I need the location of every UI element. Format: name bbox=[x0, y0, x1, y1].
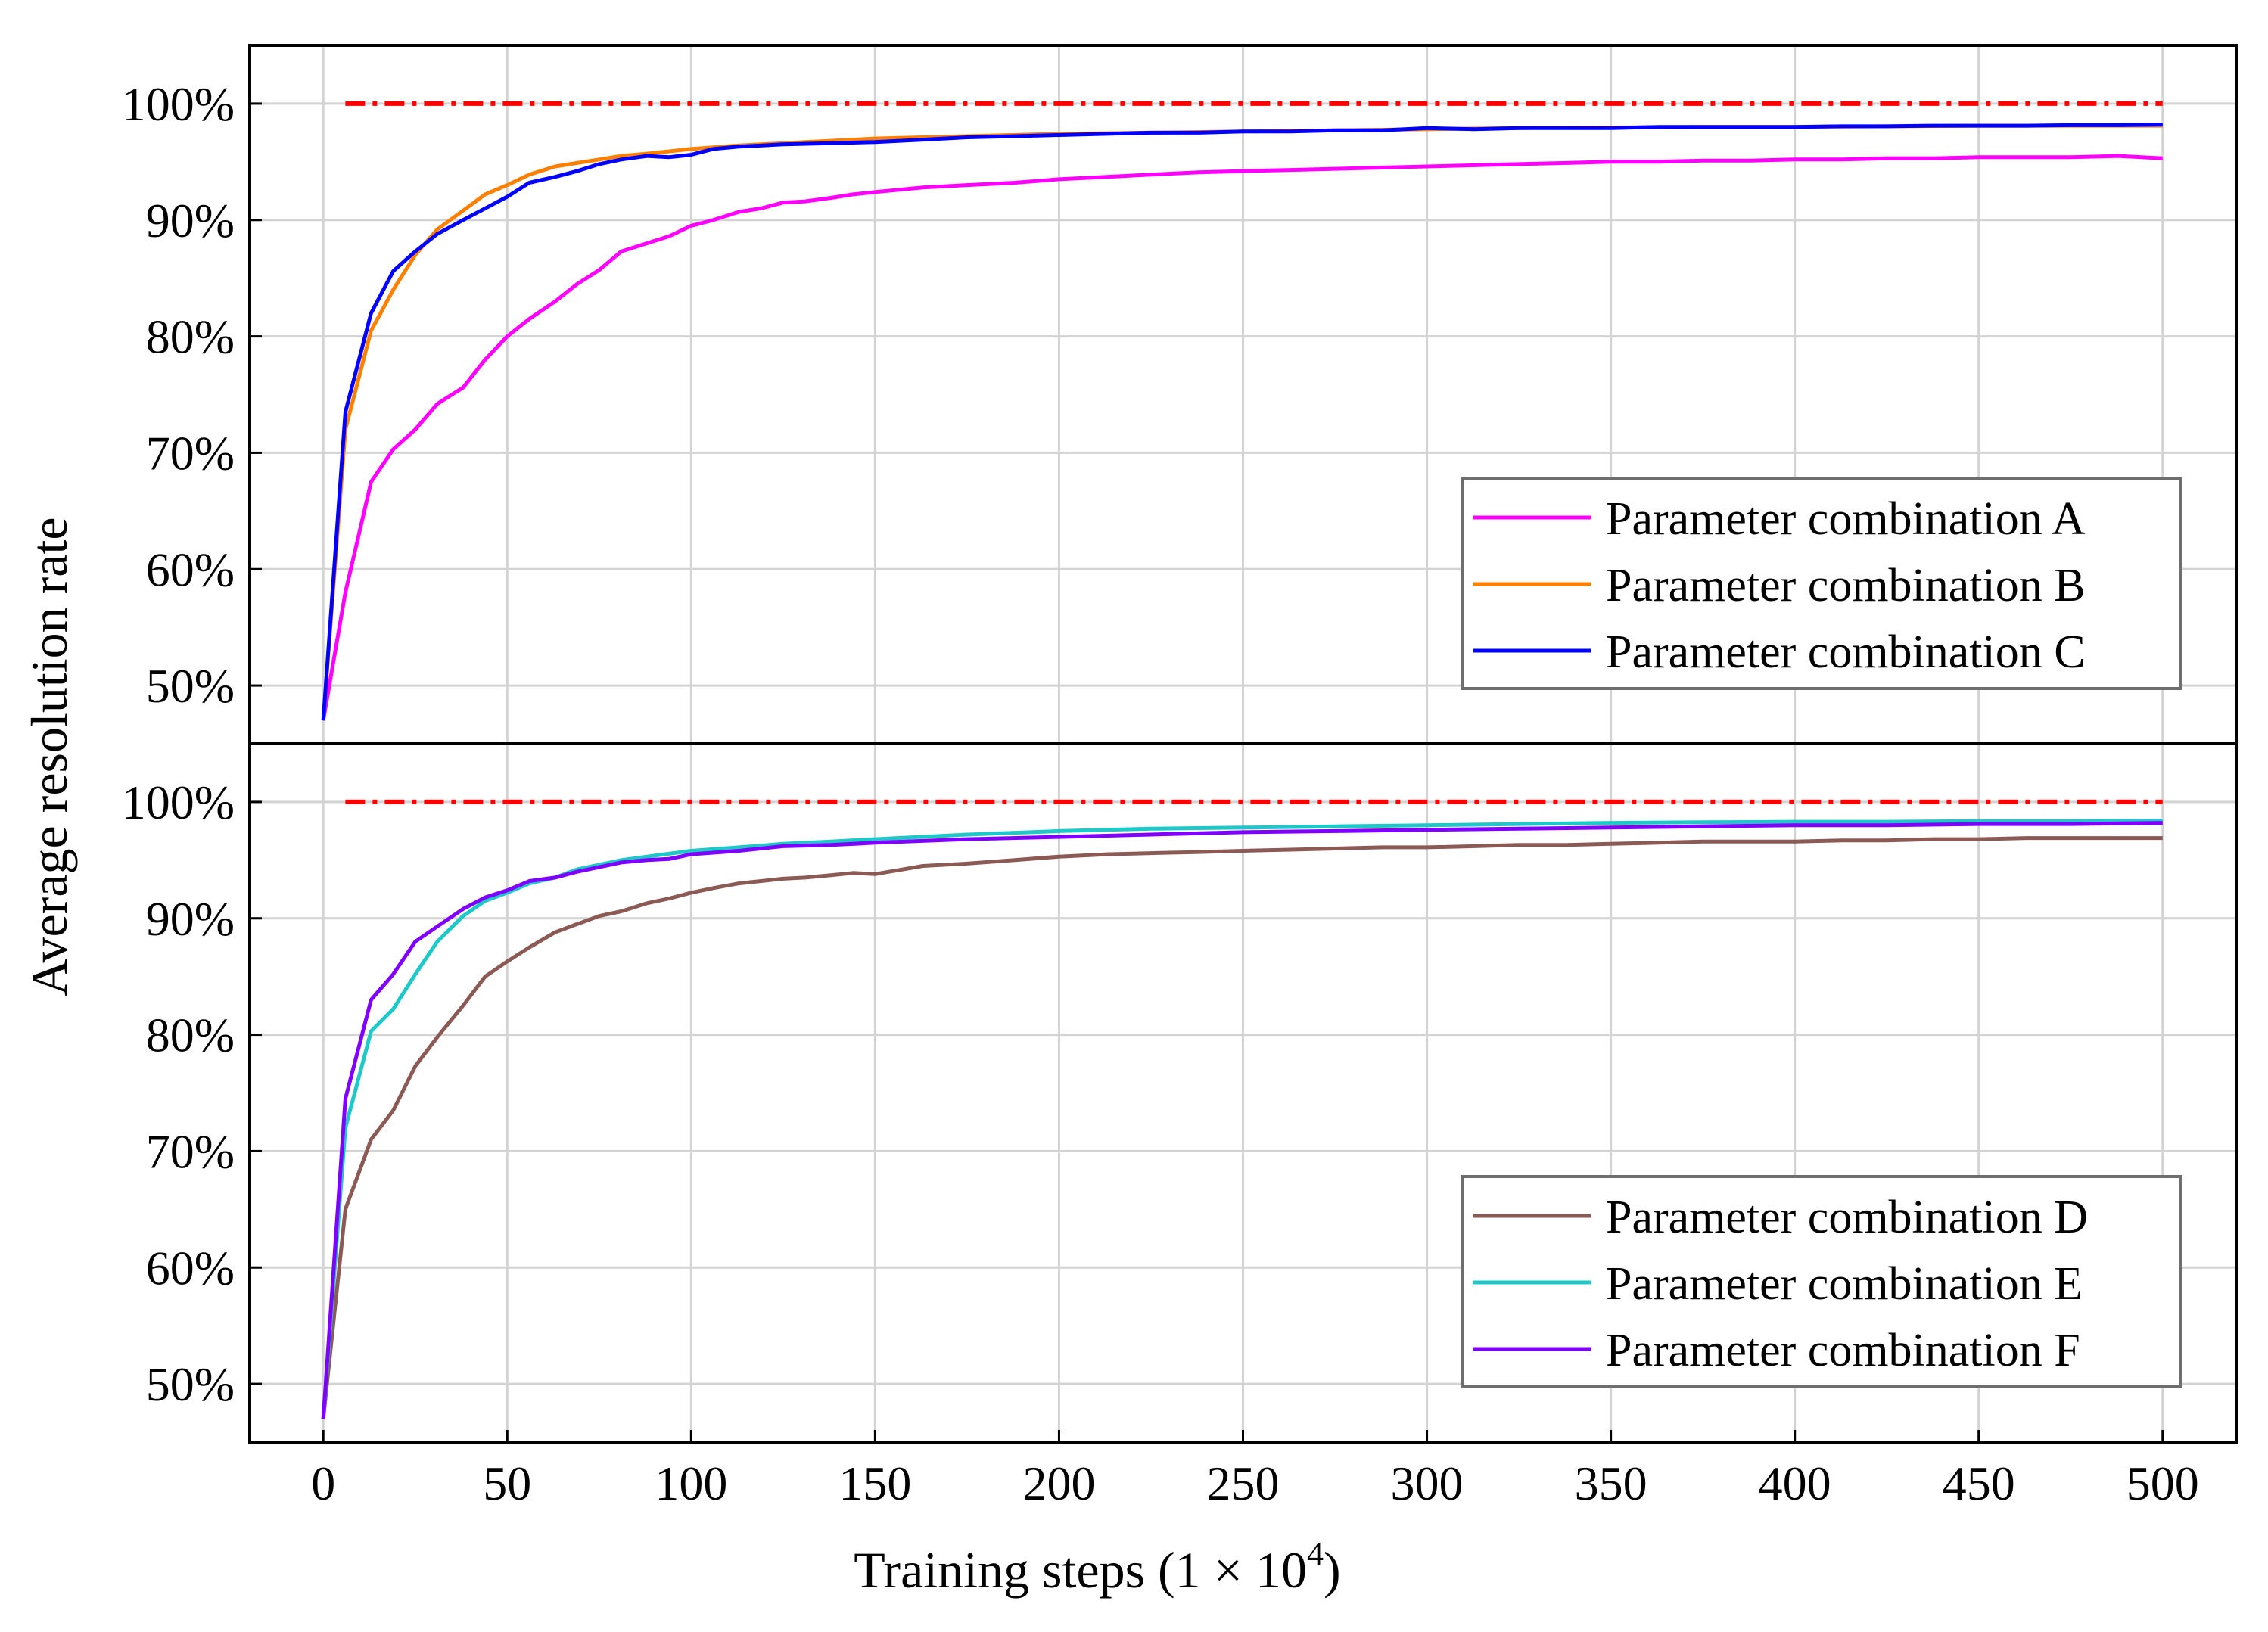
legend: Parameter combination A Parameter combina… bbox=[1461, 477, 2182, 690]
y-tick-label: 60% bbox=[146, 542, 235, 596]
y-tick-label: 70% bbox=[146, 1124, 235, 1178]
legend-label: Parameter combination D bbox=[1606, 1192, 2088, 1243]
x-tick-label: 250 bbox=[1207, 1456, 1280, 1510]
y-tick-label: 50% bbox=[146, 659, 235, 713]
y-tick-label: 60% bbox=[146, 1241, 235, 1295]
y-tick-label: 90% bbox=[146, 194, 235, 247]
y-axis-label: Average resolution rate bbox=[20, 517, 78, 996]
legend-label: Parameter combination E bbox=[1606, 1258, 2083, 1310]
series-group bbox=[321, 123, 2163, 721]
legend-label: Parameter combination F bbox=[1606, 1325, 2080, 1376]
panel-bottom: 50% 60% 70% 80% 90% 100% Parameter combination… bbox=[122, 742, 2238, 1444]
x-axis-label-close: ) bbox=[1324, 1541, 1341, 1599]
series-line-parameter-combination-f bbox=[321, 821, 2163, 1419]
y-tick-label: 70% bbox=[146, 426, 235, 480]
legend-label: Parameter combination C bbox=[1606, 626, 2086, 678]
x-tick-label: 100 bbox=[655, 1456, 727, 1510]
legend-label: Parameter combination B bbox=[1606, 560, 2086, 611]
panel-top: 50% 60% 70% 80% 90% 100% Parameter combination… bbox=[122, 44, 2238, 745]
y-tick-label: 80% bbox=[146, 310, 235, 364]
y-tick-label: 100% bbox=[122, 77, 235, 131]
series-group bbox=[321, 819, 2163, 1419]
y-tick-label: 90% bbox=[146, 892, 235, 946]
y-tick-label: 80% bbox=[146, 1009, 235, 1062]
chart-panels: 50% 60% 70% 80% 90% 100% Parameter combination… bbox=[122, 44, 2238, 1510]
x-tick-label: 150 bbox=[838, 1456, 911, 1510]
legend-label: Parameter combination A bbox=[1606, 493, 2086, 545]
series-line-parameter-combination-e bbox=[321, 819, 2163, 1419]
series-line-parameter-combination-d bbox=[321, 836, 2163, 1419]
x-tick-label: 400 bbox=[1759, 1456, 1831, 1510]
x-axis-label-main: Training steps (1 × 10 bbox=[854, 1541, 1307, 1599]
x-tick-label: 350 bbox=[1575, 1456, 1647, 1510]
x-tick-label: 500 bbox=[2126, 1456, 2199, 1510]
y-tick-label: 100% bbox=[122, 776, 235, 829]
x-tick-label: 50 bbox=[483, 1456, 531, 1510]
y-tick-label: 50% bbox=[146, 1357, 235, 1411]
series-line-parameter-combination-c bbox=[321, 123, 2163, 721]
legend: Parameter combination D Parameter combina… bbox=[1461, 1175, 2182, 1388]
x-axis-label-exponent: 4 bbox=[1307, 1535, 1324, 1572]
x-tick-label: 450 bbox=[1943, 1456, 2015, 1510]
x-tick-label: 200 bbox=[1022, 1456, 1095, 1510]
x-axis: 0 50 100 150 200 250 300 350 400 450 500 bbox=[311, 1430, 2199, 1510]
series-line-parameter-combination-a bbox=[321, 154, 2163, 721]
x-tick-label: 300 bbox=[1391, 1456, 1464, 1510]
x-axis-label: Training steps (1 × 104) bbox=[854, 1535, 1340, 1599]
x-tick-label: 0 bbox=[311, 1456, 335, 1510]
